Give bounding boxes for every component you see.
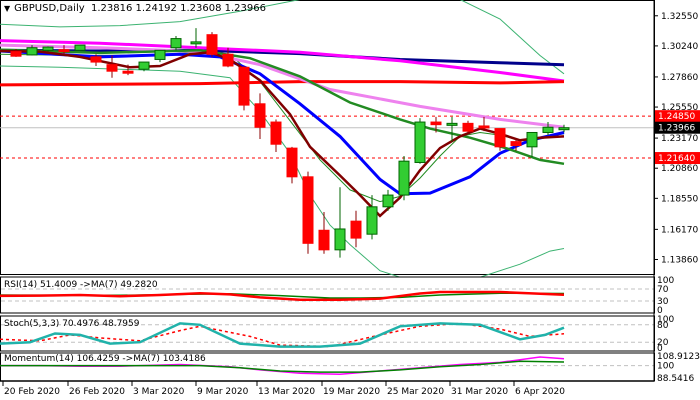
moving-average-line (0, 39, 565, 83)
price-tick-label: 1.32550 (661, 12, 698, 22)
dropdown-triangle-icon[interactable]: ▼ (4, 4, 11, 13)
date-tick-label: 13 Mar 2020 (258, 387, 315, 397)
rsi-level-label: 70 (657, 285, 669, 295)
candle[interactable] (366, 195, 378, 240)
candle[interactable] (526, 131, 538, 158)
rsi-level-label: 100 (657, 276, 674, 286)
candle[interactable] (42, 46, 54, 52)
candle[interactable] (122, 64, 134, 76)
rsi-level-label: 0 (657, 306, 663, 316)
candle[interactable] (462, 120, 474, 134)
moving-average-line (0, 43, 565, 129)
date-tick-label: 19 Mar 2020 (323, 387, 380, 397)
candle[interactable] (510, 139, 522, 151)
candle[interactable] (558, 124, 570, 133)
stoch-level-label: 20 (657, 338, 669, 348)
price-tick-label: 1.20860 (661, 164, 698, 174)
band-lower (0, 65, 565, 285)
symbol-label: GBPUSD,Daily (14, 3, 85, 14)
candle[interactable] (170, 35, 182, 51)
svg-text:1.21640: 1.21640 (658, 154, 695, 164)
price-tick-label: 1.30240 (661, 42, 698, 52)
price-marker: 1.21640 (655, 152, 700, 165)
candle[interactable] (254, 93, 266, 139)
candle[interactable] (302, 171, 314, 254)
candle[interactable] (58, 45, 70, 55)
chart-title: ▼ GBPUSD,Daily 1.23816 1.24192 1.23608 1.… (4, 3, 266, 14)
stoch-title: Stoch(5,3,3) 70.4976 48.7959 (4, 319, 140, 329)
candle[interactable] (138, 61, 150, 72)
momentum-level-label: 100 (657, 362, 674, 372)
svg-text:1.23966: 1.23966 (658, 124, 695, 134)
date-tick-label: 26 Feb 2020 (69, 387, 125, 397)
date-tick-label: 25 Mar 2020 (387, 387, 444, 397)
rsi-level-label: 30 (657, 297, 669, 307)
price-tick-label: 1.27860 (661, 73, 698, 83)
candle[interactable] (414, 118, 426, 164)
stoch-level-label: 100 (657, 315, 674, 325)
rsi-title: RSI(14) 51.4009 ->MA(7) 49.2820 (4, 280, 158, 290)
candle[interactable] (238, 65, 250, 111)
date-tick-label: 9 Mar 2020 (197, 387, 249, 397)
candle[interactable] (74, 44, 86, 51)
date-tick-label: 20 Feb 2020 (4, 387, 60, 397)
band-upper (0, 0, 565, 75)
candle[interactable] (154, 49, 166, 63)
candle[interactable] (318, 212, 330, 254)
candle[interactable] (334, 187, 346, 258)
ohlc-values: 1.23816 1.24192 1.23608 1.23966 (91, 3, 266, 14)
svg-text:1.24850: 1.24850 (658, 112, 695, 122)
date-tick-label: 31 Mar 2020 (451, 387, 508, 397)
candle[interactable] (190, 28, 202, 48)
moving-average-line (0, 48, 565, 166)
candle[interactable] (286, 146, 298, 184)
candle[interactable] (26, 45, 38, 56)
rsi-line (0, 290, 565, 302)
candle[interactable] (478, 116, 490, 132)
stoch-main-line (0, 322, 565, 348)
candle[interactable] (430, 116, 442, 133)
candle[interactable] (106, 55, 118, 78)
stoch-level-label: 0 (657, 344, 663, 354)
momentum-ma-line (0, 360, 565, 373)
date-tick-label: 3 Mar 2020 (133, 387, 185, 397)
candle[interactable] (90, 54, 102, 66)
stoch-level-label: 80 (657, 321, 669, 331)
price-marker: 1.23966 (655, 121, 700, 134)
candle[interactable] (542, 122, 554, 136)
price-marker: 1.24850 (655, 110, 700, 123)
candle[interactable] (206, 32, 218, 57)
candle[interactable] (446, 116, 458, 142)
price-tick-label: 1.16170 (661, 225, 698, 235)
price-tick-label: 1.13860 (661, 255, 698, 265)
candle[interactable] (494, 128, 506, 151)
momentum-level-label: 108.9123 (657, 352, 700, 362)
candle[interactable] (270, 119, 282, 153)
moving-average-line (0, 49, 565, 218)
momentum-level-label: 88.5416 (657, 374, 694, 384)
price-panel (0, 0, 655, 285)
price-tick-label: 1.18550 (661, 194, 698, 204)
candle[interactable] (382, 189, 394, 211)
candle[interactable] (10, 49, 22, 57)
momentum-title: Momentum(14) 106.4259 ->MA(7) 103.4186 (4, 354, 206, 364)
moving-average-line (0, 80, 565, 87)
candle[interactable] (398, 155, 410, 201)
price-tick-label: 1.25550 (661, 103, 698, 113)
price-tick-label: 1.23170 (661, 134, 698, 144)
candle[interactable] (350, 210, 362, 248)
date-tick-label: 6 Apr 2020 (515, 387, 565, 397)
candle[interactable] (222, 47, 234, 68)
